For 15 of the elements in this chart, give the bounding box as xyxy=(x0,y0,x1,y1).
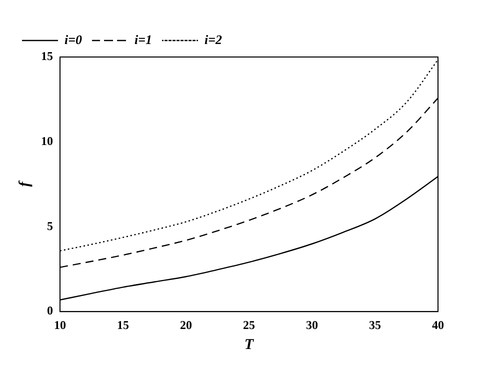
y-tick-label: 5 xyxy=(47,218,53,233)
y-tick-label: 15 xyxy=(41,49,53,64)
x-axis-title: T xyxy=(244,336,254,353)
x-tick-label: 35 xyxy=(369,318,381,332)
x-tick-label: 25 xyxy=(243,318,255,332)
y-tick-label: 0 xyxy=(47,304,53,318)
y-axis-title: f xyxy=(16,180,33,187)
x-tick-label: 30 xyxy=(306,318,318,332)
legend-label: i=2 xyxy=(204,32,223,47)
x-tick-label: 20 xyxy=(180,318,192,332)
legend-label: i=1 xyxy=(134,32,152,47)
x-tick-label: 15 xyxy=(117,318,129,332)
x-tick-label: 40 xyxy=(432,318,444,332)
legend-label: i=0 xyxy=(64,32,83,47)
y-tick-label: 10 xyxy=(41,134,53,148)
